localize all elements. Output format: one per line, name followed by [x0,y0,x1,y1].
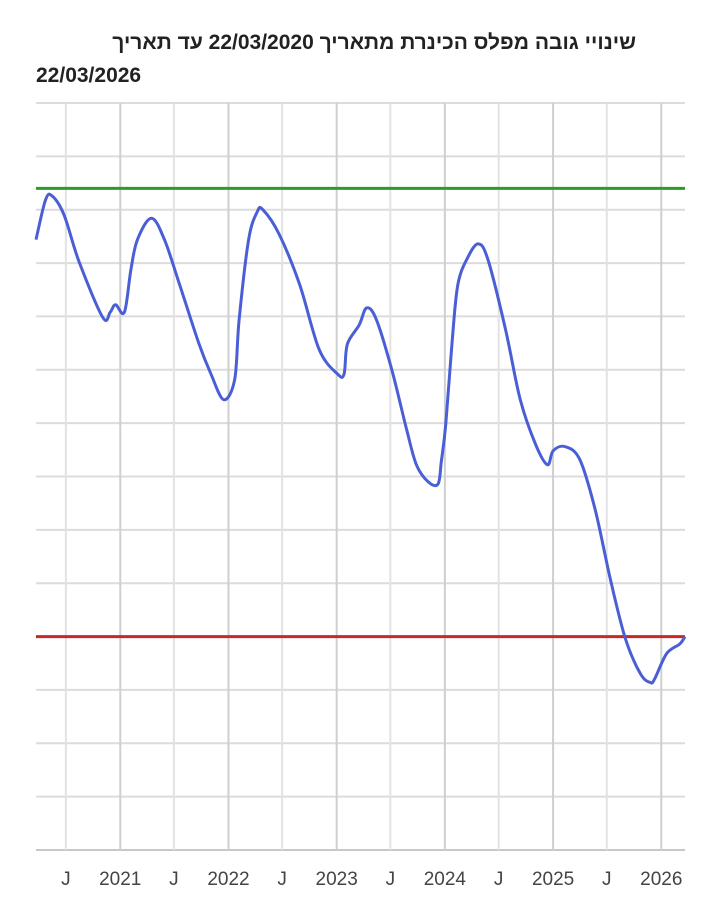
chart-title-line2: 22/03/2026 [36,64,142,87]
x-tick-label: 2022 [207,869,249,890]
x-tick-label: J [494,869,504,890]
x-tick-label: 2021 [99,869,141,890]
x-tick-label: J [61,869,71,890]
x-tick-label: 2024 [424,869,467,890]
x-tick-label: 2025 [532,869,574,890]
chart-title: שינויי גובה מפלס הכינרת מתאריך 22/03/202… [36,26,636,92]
water-level-line [34,192,687,685]
x-tick-label: J [169,869,179,890]
x-tick-label: 2026 [640,869,682,890]
series [34,192,687,685]
x-tick-label: 2023 [316,869,358,890]
x-tick-label: J [602,869,612,890]
reference-lines [36,186,685,639]
x-tick-label: J [277,869,287,890]
chart-title-line1: שינויי גובה מפלס הכינרת מתאריך 22/03/202… [112,31,636,54]
x-tick-label: J [386,869,396,890]
x-axis-ticks: J 2021 J 2022 J 2023 J 2024 J 2025 J 2026 [61,869,682,890]
grid [36,102,685,851]
